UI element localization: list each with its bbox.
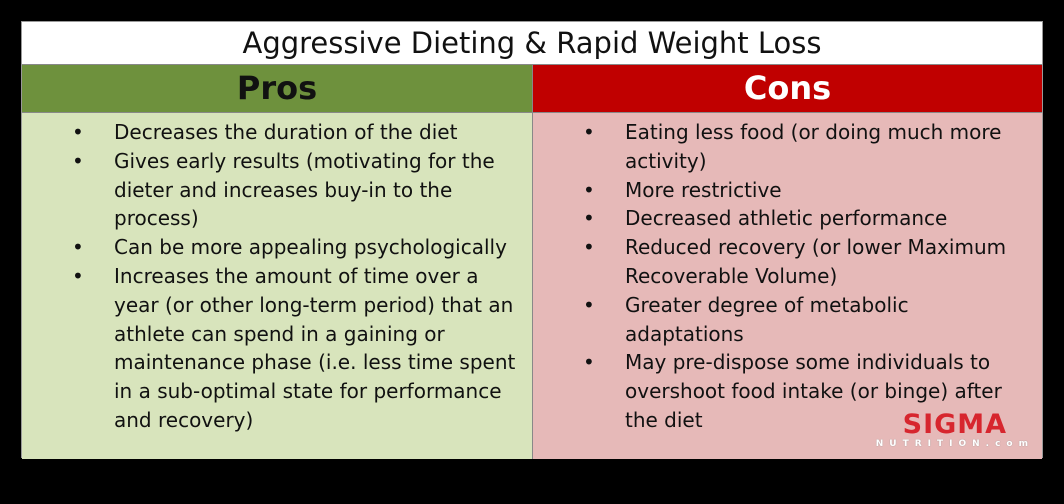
- list-item: Decreased athletic performance: [533, 204, 1032, 233]
- list-item: Reduced recovery (or lower Maximum Recov…: [533, 233, 1032, 291]
- list-item: Gives early results (motivating for the …: [22, 147, 522, 233]
- list-item: Can be more appealing psychologically: [22, 233, 522, 262]
- logo-sub: NUTRITION.com: [875, 439, 1034, 449]
- table-title: Aggressive Dieting & Rapid Weight Loss: [22, 22, 1042, 65]
- logo-name: SIGMA: [902, 409, 1008, 440]
- cons-heading: Cons: [533, 65, 1042, 113]
- cons-list: Eating less food (or doing much more act…: [533, 113, 1042, 435]
- pros-heading: Pros: [22, 65, 532, 113]
- pros-list: Decreases the duration of the diet Gives…: [22, 113, 532, 435]
- pros-cons-table: Aggressive Dieting & Rapid Weight Loss P…: [21, 21, 1043, 459]
- list-item: Greater degree of metabolic adaptations: [533, 291, 1032, 349]
- list-item: Decreases the duration of the diet: [22, 118, 522, 147]
- list-item: More restrictive: [533, 176, 1032, 205]
- list-item: Eating less food (or doing much more act…: [533, 118, 1032, 176]
- pros-column: Pros Decreases the duration of the diet …: [22, 65, 533, 459]
- cons-column: Cons Eating less food (or doing much mor…: [533, 65, 1042, 459]
- sigma-nutrition-logo: SIGMA NUTRITION.com: [875, 409, 1034, 450]
- list-item: May pre-dispose some individuals to over…: [533, 348, 1032, 434]
- list-item: Increases the amount of time over a year…: [22, 262, 522, 435]
